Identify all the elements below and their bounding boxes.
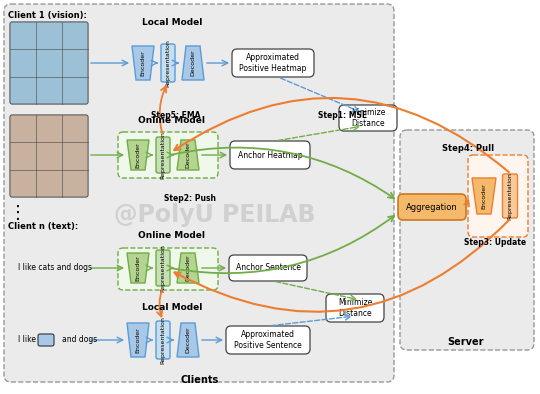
Text: Clients: Clients xyxy=(181,375,219,385)
Text: Encoder: Encoder xyxy=(482,183,487,209)
Text: Representation: Representation xyxy=(508,172,512,220)
Polygon shape xyxy=(127,140,149,170)
Text: Anchor Heatmap: Anchor Heatmap xyxy=(238,151,302,160)
FancyBboxPatch shape xyxy=(503,174,517,218)
Text: Minimize
Distance: Minimize Distance xyxy=(351,108,385,128)
Polygon shape xyxy=(472,178,496,214)
Text: Decoder: Decoder xyxy=(191,50,195,76)
FancyBboxPatch shape xyxy=(156,137,170,173)
FancyBboxPatch shape xyxy=(400,130,534,350)
FancyBboxPatch shape xyxy=(10,22,88,104)
FancyBboxPatch shape xyxy=(339,105,397,131)
FancyBboxPatch shape xyxy=(10,22,88,104)
Text: Encoder: Encoder xyxy=(140,50,145,76)
FancyBboxPatch shape xyxy=(10,115,88,197)
Text: Anchor Sentence: Anchor Sentence xyxy=(235,264,300,273)
FancyBboxPatch shape xyxy=(4,4,394,382)
Text: Decoder: Decoder xyxy=(186,142,191,168)
Text: Approximated
Positive Heatmap: Approximated Positive Heatmap xyxy=(239,53,307,73)
Text: Decoder: Decoder xyxy=(186,255,191,281)
FancyBboxPatch shape xyxy=(232,49,314,77)
FancyBboxPatch shape xyxy=(38,334,54,346)
Text: Approximated
Positive Sentence: Approximated Positive Sentence xyxy=(234,330,302,350)
Text: I like: I like xyxy=(18,336,36,344)
Text: Local Model: Local Model xyxy=(142,303,202,312)
Text: Encoder: Encoder xyxy=(136,327,140,353)
FancyBboxPatch shape xyxy=(230,141,310,169)
Polygon shape xyxy=(132,46,154,80)
Text: ⋮: ⋮ xyxy=(9,204,27,222)
Polygon shape xyxy=(127,323,149,357)
Polygon shape xyxy=(177,253,199,283)
FancyBboxPatch shape xyxy=(229,255,307,281)
Text: Client n (text):: Client n (text): xyxy=(8,222,78,231)
FancyBboxPatch shape xyxy=(118,248,218,290)
FancyBboxPatch shape xyxy=(468,155,528,237)
Text: Representation: Representation xyxy=(160,244,165,292)
FancyBboxPatch shape xyxy=(161,44,175,82)
Polygon shape xyxy=(182,46,204,80)
Polygon shape xyxy=(177,323,199,357)
Polygon shape xyxy=(127,253,149,283)
Text: Online Model: Online Model xyxy=(138,230,206,240)
Text: Online Model: Online Model xyxy=(138,115,206,125)
FancyBboxPatch shape xyxy=(10,115,88,197)
Text: Encoder: Encoder xyxy=(136,255,140,281)
Text: Aggregation: Aggregation xyxy=(406,203,458,212)
Text: Encoder: Encoder xyxy=(136,142,140,168)
Text: Representation: Representation xyxy=(160,131,165,179)
Text: Representation: Representation xyxy=(165,39,171,87)
Text: Step1: MSE: Step1: MSE xyxy=(318,110,367,119)
Text: and dogs: and dogs xyxy=(62,336,97,344)
Text: Local Model: Local Model xyxy=(142,17,202,26)
FancyBboxPatch shape xyxy=(156,250,170,286)
FancyBboxPatch shape xyxy=(226,326,310,354)
Text: Step2: Push: Step2: Push xyxy=(164,193,216,203)
Text: Step3: Update: Step3: Update xyxy=(464,238,526,247)
Text: Minimize
Distance: Minimize Distance xyxy=(338,298,372,318)
Text: I like cats and dogs: I like cats and dogs xyxy=(18,264,92,273)
Text: Step5: EMA: Step5: EMA xyxy=(151,110,201,119)
Text: Representation: Representation xyxy=(160,316,165,364)
Text: @PolyU PEILAB: @PolyU PEILAB xyxy=(114,203,316,227)
Text: Client 1 (vision):: Client 1 (vision): xyxy=(8,11,87,20)
FancyBboxPatch shape xyxy=(398,194,466,220)
Polygon shape xyxy=(177,140,199,170)
Text: Step4: Pull: Step4: Pull xyxy=(442,143,494,152)
FancyBboxPatch shape xyxy=(156,321,170,359)
Text: Decoder: Decoder xyxy=(186,327,191,353)
FancyBboxPatch shape xyxy=(326,294,384,322)
Text: Server: Server xyxy=(447,337,483,347)
FancyBboxPatch shape xyxy=(118,132,218,178)
